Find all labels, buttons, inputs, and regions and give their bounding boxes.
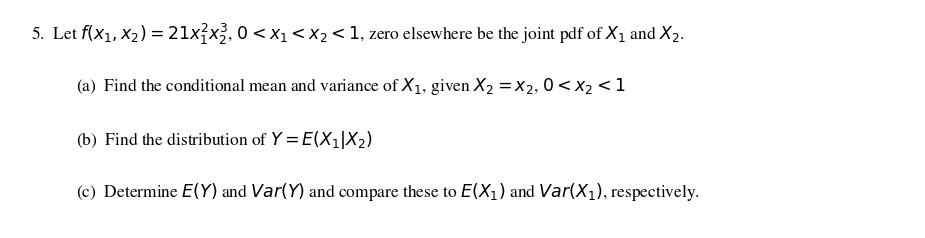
- Text: (b)  Find the distribution of $Y = E(X_1|X_2)$: (b) Find the distribution of $Y = E(X_1|…: [76, 129, 373, 150]
- Text: (a)  Find the conditional mean and variance of $X_1$, given $X_2 = x_2$, $0 < x_: (a) Find the conditional mean and varian…: [76, 76, 625, 97]
- Text: 5.  Let $f(x_1, x_2) = 21x_1^2 x_2^3$, $0 < x_1 < x_2 < 1$, zero elsewhere be th: 5. Let $f(x_1, x_2) = 21x_1^2 x_2^3$, $0…: [31, 21, 684, 46]
- Text: (c)  Determine $E(Y)$ and $\mathit{Var}(Y)$ and compare these to $E(X_1)$ and $\: (c) Determine $E(Y)$ and $\mathit{Var}(Y…: [76, 181, 699, 203]
